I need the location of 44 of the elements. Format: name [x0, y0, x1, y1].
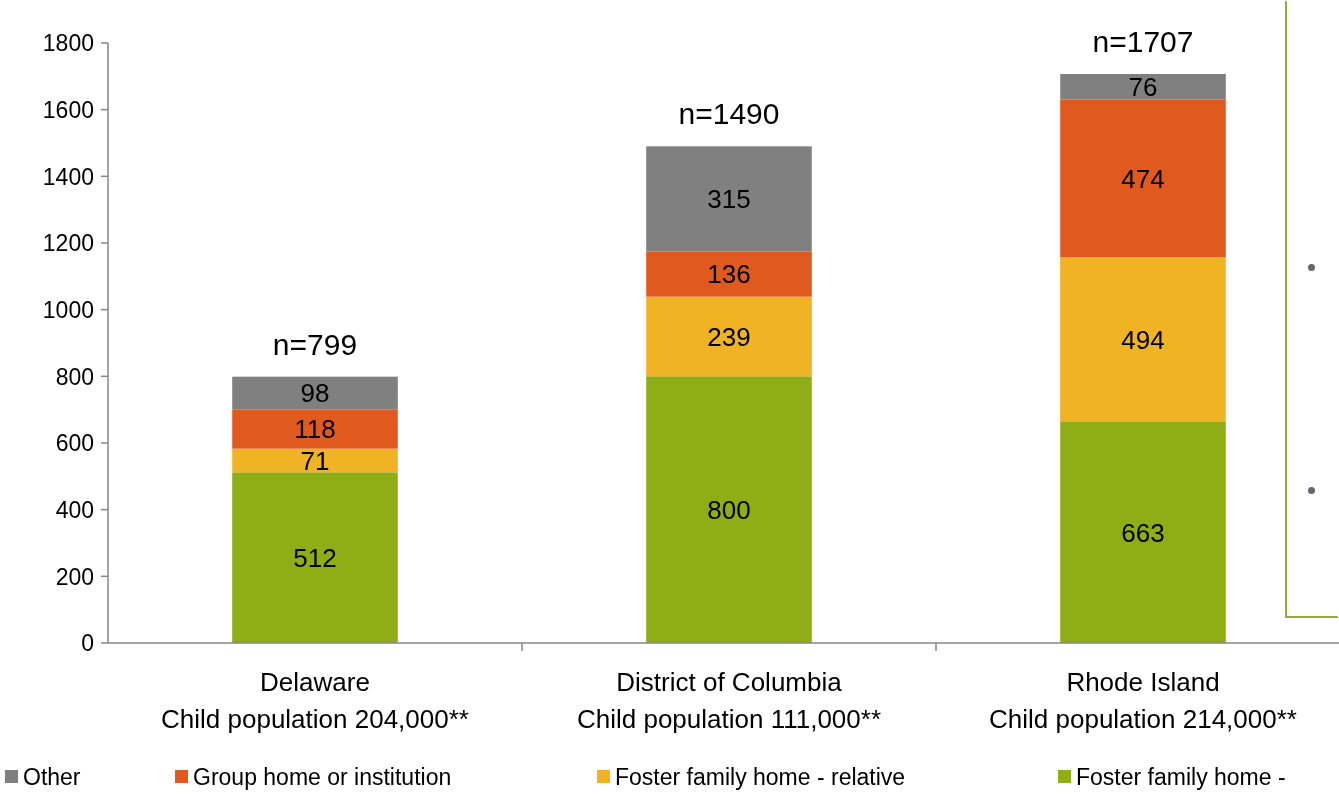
x-tick-label: Rhode Island Child population 214,000**	[989, 667, 1297, 734]
bar	[646, 376, 812, 643]
legend-label: Foster family home -	[1076, 764, 1286, 791]
bar	[646, 146, 812, 252]
data-label: 512	[293, 543, 337, 574]
data-label: 800	[707, 495, 751, 526]
bar	[232, 376, 398, 410]
legend-label: Other	[23, 764, 81, 791]
bar	[646, 251, 812, 297]
x-tick-label: Delaware Child population 204,000**	[161, 667, 469, 734]
bar	[1060, 74, 1226, 100]
y-tick-label: 1800	[42, 30, 94, 57]
bar	[1060, 99, 1226, 258]
data-label: 118	[294, 414, 336, 445]
bar	[646, 296, 812, 377]
bar	[232, 409, 398, 449]
legend-label: Group home or institution	[193, 764, 452, 791]
data-label: 98	[300, 378, 330, 409]
x-tick-label: District of Columbia Child population 111,000**	[576, 667, 882, 734]
total-label: n=1707	[1092, 25, 1194, 58]
data-label: 494	[1121, 325, 1165, 356]
bar	[232, 448, 398, 473]
bar	[232, 472, 398, 643]
bar	[1060, 257, 1226, 422]
data-label: 315	[707, 184, 751, 215]
y-tick-label: 600	[55, 430, 94, 457]
y-tick-label: 1200	[42, 230, 94, 257]
data-label: 71	[300, 445, 330, 476]
y-tick-label: 200	[55, 563, 94, 590]
legend-label: Foster family home - relative	[615, 764, 906, 791]
data-label: 136	[707, 259, 751, 290]
y-tick-label: 1000	[42, 296, 94, 323]
data-label: 474	[1121, 163, 1165, 194]
data-label: 239	[707, 321, 751, 352]
data-label: 76	[1128, 72, 1158, 103]
y-tick-label: 400	[55, 496, 94, 523]
y-tick-label: 1600	[42, 96, 94, 123]
bar	[1060, 422, 1226, 643]
y-tick-label: 800	[55, 363, 94, 390]
total-label: n=799	[272, 327, 358, 361]
y-tick-label: 1400	[42, 163, 94, 190]
y-tick-label: 0	[81, 630, 94, 657]
total-label: n=1490	[678, 97, 780, 131]
data-label: 663	[1121, 517, 1165, 548]
